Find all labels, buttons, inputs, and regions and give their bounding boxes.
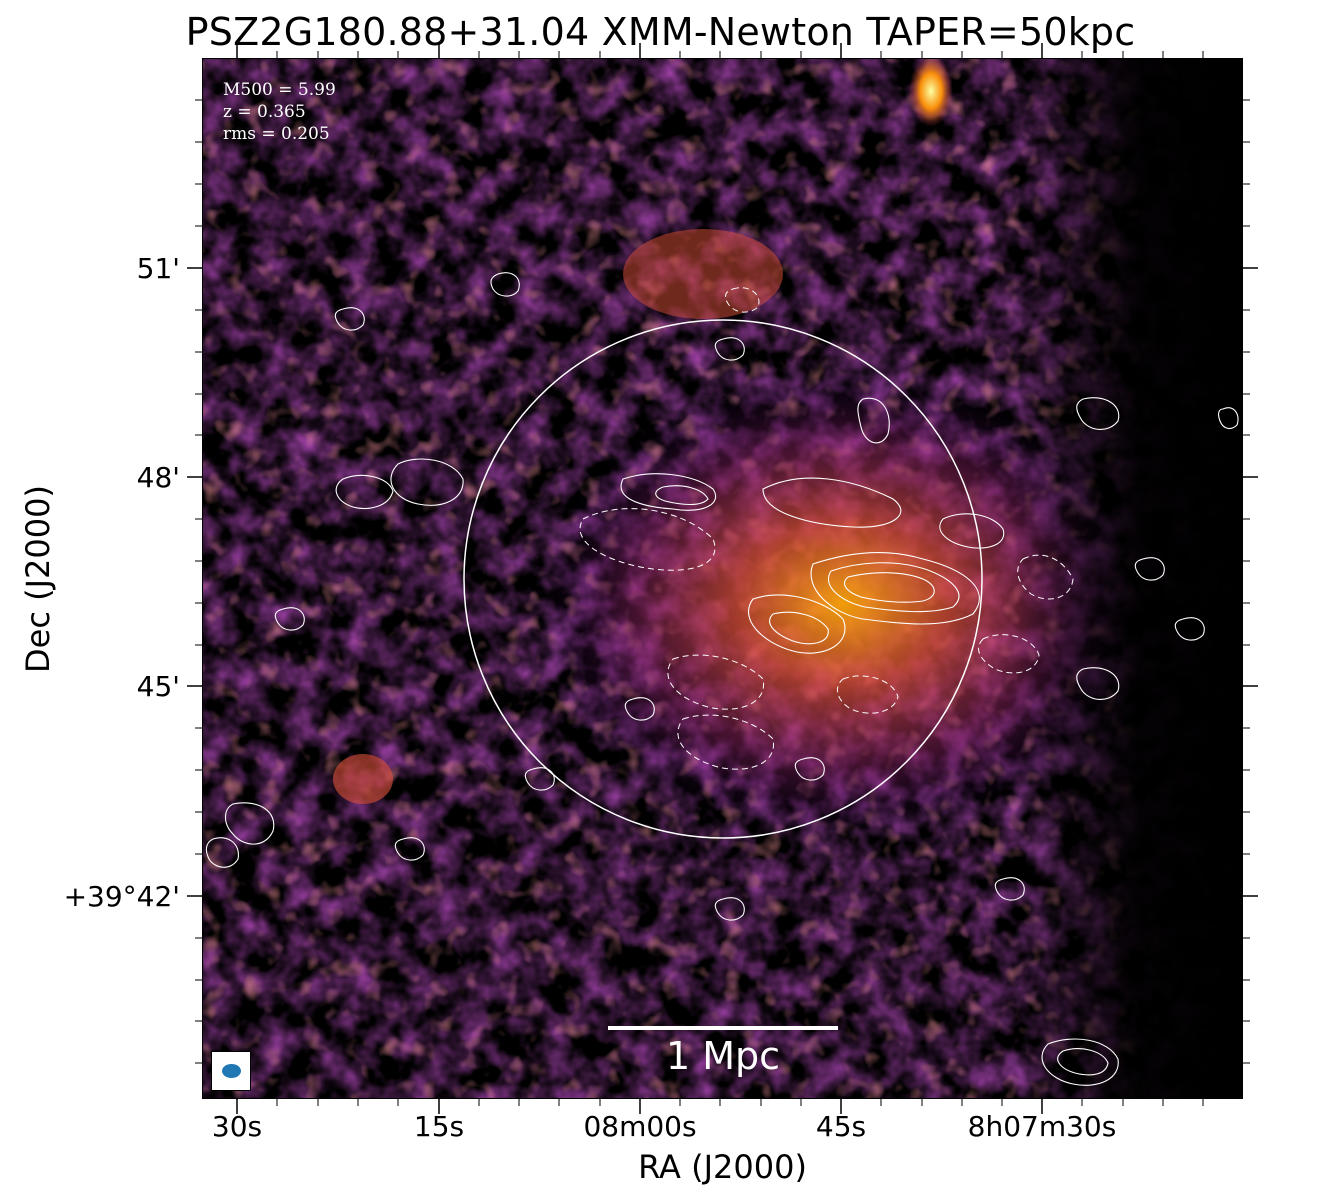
info-redshift: z = 0.365 — [223, 102, 306, 122]
beam-box — [211, 1051, 251, 1091]
info-rms: rms = 0.205 — [223, 124, 330, 144]
negative-contours — [579, 287, 1074, 770]
y-tick-label: 45' — [136, 670, 180, 703]
r500-circle — [463, 319, 983, 839]
y-axis-label: Dec (J2000) — [19, 485, 57, 673]
radio-contours — [205, 272, 1239, 1086]
beam-ellipse-icon — [222, 1064, 241, 1078]
info-mass: M500 = 5.99 — [223, 80, 336, 100]
figure-title: PSZ2G180.88+31.04 XMM-Newton TAPER=50kpc — [185, 10, 1136, 54]
x-tick-label: 8h07m30s — [967, 1110, 1117, 1143]
image-panel: M500 = 5.99 z = 0.365 rms = 0.205 1 Mpc — [202, 58, 1243, 1099]
y-tick-label: +39°42' — [63, 880, 180, 913]
scale-bar-label: 1 Mpc — [665, 1034, 781, 1078]
x-tick-label: 08m00s — [583, 1110, 697, 1143]
x-tick-label: 15s — [413, 1110, 465, 1143]
x-tick-label: 45s — [815, 1110, 867, 1143]
xray-map — [203, 59, 1242, 1098]
y-tick-label: 48' — [136, 461, 180, 494]
y-tick-label: 51' — [136, 252, 180, 285]
x-tick-label: 30s — [211, 1110, 263, 1143]
x-axis-label: RA (J2000) — [638, 1148, 807, 1186]
